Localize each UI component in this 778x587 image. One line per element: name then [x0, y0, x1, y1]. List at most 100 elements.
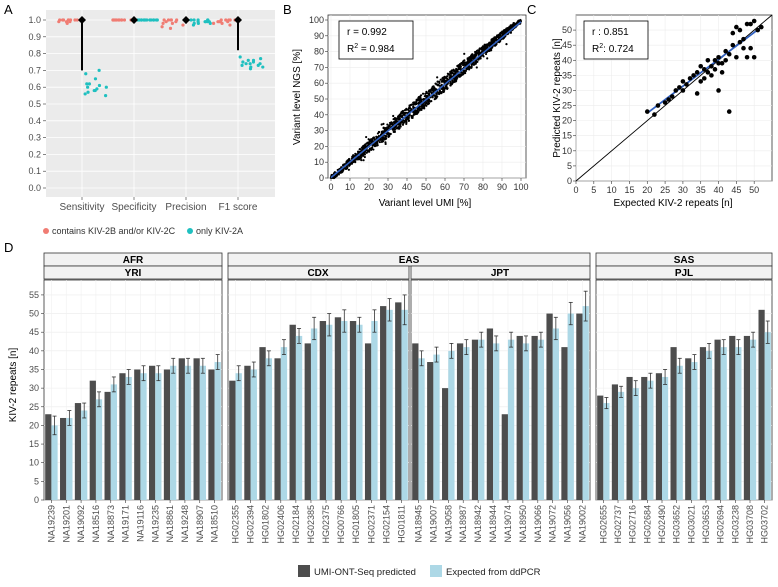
- bar-predicted: [149, 365, 156, 500]
- facet-panel: [410, 279, 591, 501]
- b-point: [375, 135, 378, 138]
- bar-predicted: [193, 358, 200, 500]
- b-point: [398, 115, 401, 118]
- bar-predicted: [626, 376, 633, 500]
- b-point: [489, 49, 492, 52]
- panel-b-r2-r: R: [347, 44, 354, 55]
- b-point: [425, 102, 428, 105]
- a-point-group2: [151, 18, 156, 22]
- b-point: [386, 126, 390, 129]
- c-point: [705, 70, 711, 75]
- c-point: [734, 24, 739, 30]
- b-point: [388, 124, 391, 127]
- sample-label: HG03653: [701, 505, 711, 544]
- b-point: [375, 144, 378, 147]
- b-point: [394, 117, 397, 120]
- b-xtick-label: 50: [421, 182, 431, 192]
- c-point: [734, 54, 739, 60]
- bar-expected: [110, 384, 117, 500]
- c-point: [709, 73, 714, 78]
- b-point: [456, 68, 459, 71]
- b-ytick-label: 100: [309, 15, 324, 25]
- a-point-group1: [114, 18, 119, 22]
- b-point: [506, 27, 509, 30]
- b-ytick-label: 60: [314, 78, 324, 88]
- b-point: [347, 168, 350, 171]
- b-point: [442, 77, 445, 80]
- panel-c-annotation-frame: [583, 20, 649, 60]
- sample-label: HG02737: [613, 505, 623, 544]
- a-point-group1: [160, 25, 164, 29]
- b-point: [446, 87, 449, 90]
- bar-expected: [386, 309, 393, 500]
- bar-predicted: [699, 347, 706, 500]
- sample-label: NA18987: [458, 505, 468, 543]
- bar-expected: [764, 332, 771, 500]
- a-point-group1: [170, 21, 175, 25]
- b-point: [466, 67, 469, 71]
- b-point: [424, 92, 427, 95]
- b-point: [395, 119, 398, 123]
- c-point: [666, 97, 671, 102]
- legend-a1-label: contains KIV-2B and/or KIV-2C: [52, 226, 176, 236]
- sample-label: HG03652: [672, 505, 682, 544]
- c-point: [759, 24, 764, 30]
- bar-predicted: [208, 369, 215, 500]
- b-point: [418, 109, 421, 112]
- bar-expected: [250, 369, 257, 500]
- c-point: [673, 88, 679, 93]
- sample-label: NA19248: [180, 505, 190, 543]
- b-point: [344, 167, 347, 170]
- strip-yri-label: YRI: [125, 268, 142, 279]
- sample-label: HG02375: [321, 505, 331, 544]
- b-point: [471, 63, 474, 66]
- bar-expected: [310, 328, 318, 500]
- sample-label: NA19116: [135, 505, 145, 542]
- a-point-group1: [181, 23, 185, 27]
- b-point: [475, 66, 478, 69]
- b-point: [421, 92, 425, 95]
- bar-predicted: [641, 376, 648, 500]
- b-point: [412, 106, 415, 109]
- a-point-group2: [154, 18, 158, 22]
- b-ytick-label: 40: [314, 110, 324, 120]
- panel-b-label: B: [283, 2, 292, 17]
- b-point: [417, 101, 420, 104]
- b-point: [423, 104, 426, 107]
- b-point: [353, 160, 357, 163]
- d-ytick-label: 25: [29, 402, 39, 412]
- c-xtick-label: 0: [573, 185, 578, 195]
- bar-expected: [326, 324, 333, 500]
- b-ytick-label: 70: [314, 62, 324, 72]
- a-point-group1: [119, 18, 124, 22]
- bar-predicted: [456, 343, 464, 500]
- c-ytick-label: 45: [562, 40, 572, 50]
- a-point-group2: [249, 65, 253, 69]
- a-point-group2: [238, 55, 242, 59]
- bar-expected: [691, 362, 698, 500]
- d-ytick-label: 45: [29, 327, 39, 337]
- b-point: [367, 150, 370, 153]
- bar-expected: [66, 417, 73, 500]
- panel-a: 0.0 0.1 0.2 0.3 0.4 0.5 0.6 0.7 0.8 0.9 1.0 Sensit…: [28, 10, 275, 236]
- facet-pjl: HG02655 HG02737 HG02716 HG02684 HG02490 HG036…: [595, 279, 773, 544]
- sample-label: HG03021: [686, 505, 696, 544]
- a-ytick-label: 0.7: [28, 65, 41, 75]
- c-point: [723, 57, 728, 63]
- bar-expected: [214, 362, 221, 500]
- bar-predicted: [531, 335, 538, 500]
- b-point: [358, 148, 361, 151]
- b-point: [401, 110, 404, 113]
- bar-expected: [125, 376, 132, 500]
- b-point: [408, 114, 411, 117]
- bar-expected: [170, 365, 177, 500]
- b-point: [378, 131, 381, 134]
- bar-expected: [199, 365, 206, 500]
- b-point: [473, 55, 477, 58]
- b-point: [438, 92, 442, 95]
- a-point-group2: [256, 63, 260, 67]
- c-point: [701, 67, 707, 72]
- c-point: [716, 54, 721, 60]
- b-point: [404, 120, 408, 123]
- d-ytick-label: 15: [29, 439, 39, 449]
